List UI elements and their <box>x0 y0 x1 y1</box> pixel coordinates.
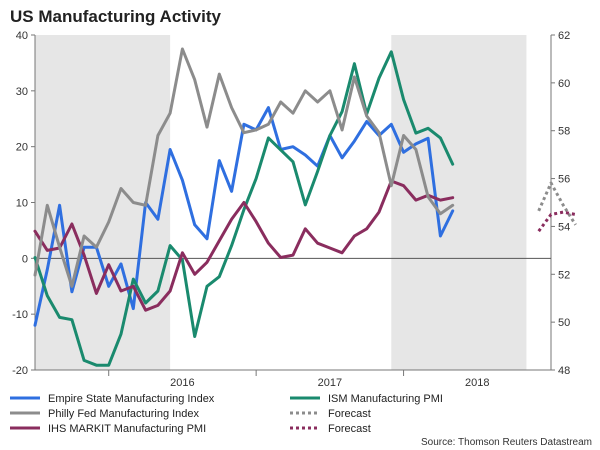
legend-label: Forecast <box>328 423 371 435</box>
legend: Empire State Manufacturing Index ISM Manu… <box>10 393 443 435</box>
shaded-periods <box>35 35 527 370</box>
shaded-period <box>35 35 171 370</box>
left-tick-label: -20 <box>12 365 28 377</box>
x-tick-label: 2016 <box>170 377 194 389</box>
series-line-ihs-markit-manufacturing-pmi <box>33 179 455 312</box>
left-tick-label: -10 <box>12 309 28 321</box>
left-tick-label: 40 <box>16 30 28 42</box>
series-line-ism-manufacturing-pmi <box>33 50 455 367</box>
series-lines <box>33 47 577 367</box>
legend-label: IHS MARKIT Manufacturing PMI <box>48 423 206 435</box>
right-tick-label: 62 <box>558 30 570 42</box>
left-tick-label: 30 <box>16 86 28 98</box>
legend-label: Empire State Manufacturing Index <box>48 393 215 405</box>
series-line-philly-fed-manufacturing-index <box>33 47 455 288</box>
legend-label: Forecast <box>328 408 371 420</box>
axes: 40 30 20 10 0 -10 -20 62 60 58 56 54 52 50 48 2016 2017 2… <box>12 30 570 389</box>
x-tick-label: 2017 <box>318 377 342 389</box>
right-tick-label: 58 <box>558 126 570 138</box>
source-note: Source: Thomson Reuters Datastream <box>421 437 592 448</box>
x-tick-label: 2018 <box>465 377 489 389</box>
right-tick-label: 50 <box>558 317 570 329</box>
right-tick-label: 60 <box>558 78 570 90</box>
left-tick-label: 10 <box>16 198 28 210</box>
legend-label: Philly Fed Manufacturing Index <box>48 408 200 420</box>
right-tick-label: 54 <box>558 221 570 233</box>
right-tick-label: 56 <box>558 174 570 186</box>
legend-label: ISM Manufacturing PMI <box>328 393 443 405</box>
right-tick-label: 48 <box>558 365 570 377</box>
series-line-forecast-left <box>537 181 577 226</box>
right-tick-label: 52 <box>558 269 570 281</box>
shaded-period <box>391 35 527 370</box>
left-tick-label: 20 <box>16 142 28 154</box>
left-tick-label: 0 <box>22 253 28 265</box>
chart-title: US Manufacturing Activity <box>10 7 221 26</box>
